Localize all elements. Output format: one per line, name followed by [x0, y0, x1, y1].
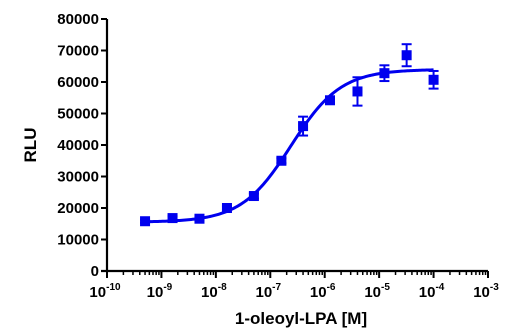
x-axis-title: 1-oleoyl-LPA [M] [235, 309, 367, 328]
x-tick-label: 10-3 [473, 282, 499, 301]
axes [101, 18, 489, 278]
data-point [298, 121, 309, 132]
y-tick-label: 60000 [57, 74, 99, 91]
data-point [324, 95, 335, 106]
data-point [194, 213, 205, 224]
x-tick-label: 10-10 [89, 282, 121, 301]
y-tick-label: 80000 [57, 11, 99, 28]
y-axis-title: RLU [21, 128, 40, 163]
x-tick-label: 10-7 [255, 282, 281, 301]
data-point [379, 68, 390, 79]
data-point [276, 155, 287, 166]
x-tick-label: 10-6 [310, 282, 336, 301]
x-tick-labels: 10-10 10-9 10-8 10-7 10-6 10-5 10-4 10-3 [89, 282, 499, 301]
x-tick-label: 10-5 [364, 282, 390, 301]
y-tick-label: 30000 [57, 169, 99, 186]
data-point [248, 191, 259, 202]
y-tick-label: 50000 [57, 106, 99, 123]
x-tick-label: 10-8 [201, 282, 227, 301]
data-point [140, 216, 151, 227]
data-point [428, 74, 439, 85]
fit-curve [145, 68, 434, 224]
data-point [167, 213, 178, 224]
y-tick-label: 10000 [57, 232, 99, 249]
data-point [352, 86, 363, 97]
fit-layer [145, 68, 434, 224]
x-tick-label: 10-4 [419, 282, 445, 301]
data-point [401, 50, 412, 61]
y-tick-label: 0 [91, 263, 99, 280]
points-layer [140, 43, 439, 227]
y-tick-label: 70000 [57, 43, 99, 60]
y-tick-labels: 0 10000 20000 30000 40000 50000 60000 70000 8000… [57, 11, 99, 280]
data-point [221, 203, 232, 213]
x-tick-label: 10-9 [147, 282, 173, 301]
y-tick-label: 20000 [57, 200, 99, 217]
y-tick-label: 40000 [57, 137, 99, 154]
